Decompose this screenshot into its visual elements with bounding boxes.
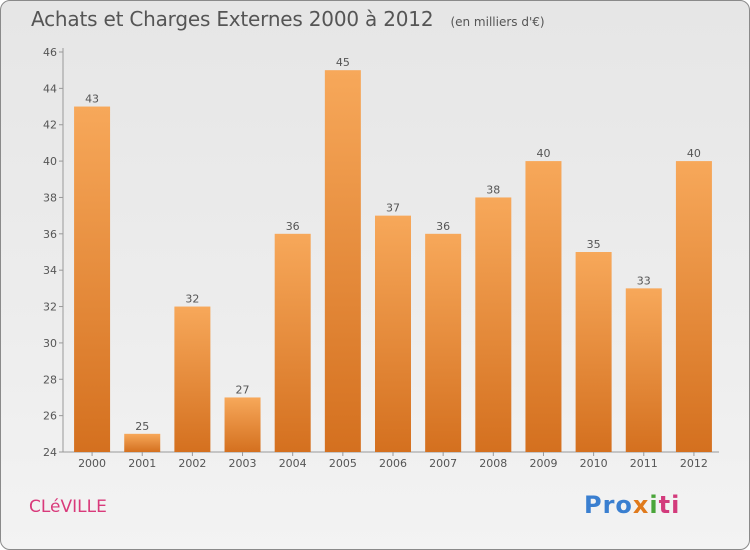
y-tick-label: 36 — [43, 228, 57, 241]
bar — [475, 197, 512, 452]
y-tick-label: 32 — [43, 301, 57, 314]
proxiti-logo[interactable]: Proxiti — [584, 491, 680, 519]
y-tick-label: 26 — [43, 410, 57, 423]
subtitle-text: (en milliers d'€) — [450, 15, 545, 29]
x-tick-label: 2006 — [379, 457, 407, 470]
x-tick-label: 2003 — [229, 457, 257, 470]
bar — [425, 233, 462, 452]
y-tick-label: 40 — [43, 155, 57, 168]
data-label: 36 — [436, 220, 450, 233]
x-tick-label: 2001 — [128, 457, 156, 470]
data-label: 35 — [587, 238, 601, 251]
data-label: 37 — [386, 202, 400, 215]
y-tick-label: 44 — [43, 82, 57, 95]
logo-part-4: ti — [658, 491, 681, 519]
y-tick-label: 24 — [43, 446, 57, 459]
logo-part-1: Pro — [584, 491, 633, 519]
y-tick-label: 38 — [43, 191, 57, 204]
bars-group — [74, 70, 712, 452]
chart-title: Achats et Charges Externes 2000 à 2012 (… — [31, 7, 545, 31]
x-tick-label: 2011 — [630, 457, 658, 470]
labels-group: 43 2000 25 2001 32 2002 27 2003 36 2004 45 2005 37 20… — [78, 56, 708, 470]
x-tick-label: 2004 — [279, 457, 307, 470]
data-label: 38 — [486, 183, 500, 196]
data-label: 43 — [85, 93, 99, 106]
bar — [124, 433, 161, 452]
bar — [274, 233, 311, 452]
data-label: 25 — [135, 420, 149, 433]
logo-part-2: x — [632, 491, 650, 519]
bar — [575, 252, 612, 452]
bar — [625, 288, 662, 452]
bar — [174, 306, 211, 452]
bar — [324, 70, 361, 452]
x-tick-label: 2005 — [329, 457, 357, 470]
bar — [375, 215, 411, 452]
bar — [525, 161, 562, 452]
data-label: 27 — [236, 383, 250, 396]
y-tick-label: 46 — [43, 46, 57, 59]
y-tick-label: 30 — [43, 337, 57, 350]
y-tick-label: 34 — [43, 264, 57, 277]
data-label: 33 — [637, 274, 651, 287]
y-tick-label: 28 — [43, 373, 57, 386]
data-label: 36 — [286, 220, 300, 233]
data-label: 40 — [536, 147, 550, 160]
x-tick-label: 2012 — [680, 457, 708, 470]
axes: 24 26 28 30 32 34 36 38 40 42 44 46 — [43, 46, 719, 459]
title-text: Achats et Charges Externes 2000 à 2012 — [31, 7, 434, 31]
data-label: 32 — [185, 293, 199, 306]
x-tick-label: 2002 — [178, 457, 206, 470]
logo-part-3: i — [649, 491, 659, 519]
bar — [224, 397, 261, 452]
x-tick-label: 2007 — [429, 457, 457, 470]
data-label: 40 — [687, 147, 701, 160]
y-tick-label: 42 — [43, 119, 57, 132]
data-label: 45 — [336, 56, 350, 69]
bar — [74, 106, 111, 452]
x-tick-label: 2009 — [529, 457, 557, 470]
x-tick-label: 2008 — [479, 457, 507, 470]
bar — [675, 161, 712, 452]
x-tick-label: 2010 — [580, 457, 608, 470]
city-name: CLéVILLE — [29, 497, 107, 517]
x-tick-label: 2000 — [78, 457, 106, 470]
